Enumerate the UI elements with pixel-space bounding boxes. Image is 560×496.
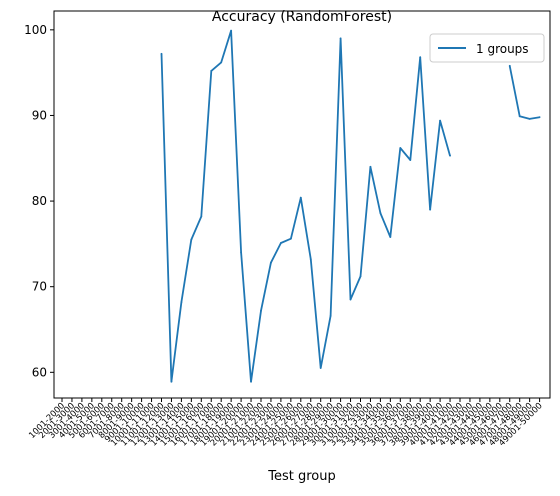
data-point: [200, 215, 203, 218]
data-point: [349, 298, 352, 301]
series-layer: [160, 29, 541, 383]
data-point: [399, 147, 402, 149]
x-axis: 1001-20002001-30003001-40004001-50005001…: [27, 398, 545, 449]
data-point: [240, 251, 243, 254]
data-point: [230, 29, 233, 32]
data-point: [449, 154, 451, 157]
data-point: [538, 116, 541, 119]
data-point: [329, 314, 332, 317]
legend-box: [429, 33, 545, 63]
data-point: [359, 275, 362, 278]
y-tick-label: 80: [32, 194, 47, 208]
data-point: [220, 61, 223, 64]
y-tick-label: 90: [32, 108, 47, 122]
x-axis-label: Test group: [267, 469, 336, 484]
data-point: [299, 196, 302, 199]
y-tick-label: 60: [32, 365, 47, 379]
data-point: [260, 309, 262, 312]
data-point: [439, 119, 441, 122]
y-tick-label: 100: [24, 23, 47, 37]
y-axis: 60 70 80 90 100: [24, 23, 54, 379]
legend-label: 1 groups: [476, 42, 529, 56]
data-point: [180, 301, 183, 304]
data-point: [289, 237, 292, 240]
data-point: [250, 380, 252, 383]
data-point: [518, 115, 521, 118]
plot-frame: [53, 10, 551, 399]
data-point: [409, 159, 412, 161]
y-tick-label: 70: [32, 280, 47, 294]
data-point: [280, 242, 282, 244]
data-point: [319, 367, 322, 369]
data-point: [508, 64, 511, 67]
chart-title: Accuracy (RandomForest): [212, 9, 392, 25]
data-point: [270, 261, 272, 264]
data-point: [210, 70, 213, 72]
data-point: [369, 165, 372, 168]
legend: 1 groups: [429, 33, 545, 63]
data-point: [379, 212, 382, 214]
data-point: [170, 380, 173, 383]
data-point: [389, 236, 392, 238]
data-point: [429, 208, 432, 211]
data-point: [419, 56, 422, 59]
data-point: [190, 238, 193, 241]
data-point: [528, 117, 531, 120]
data-point: [160, 52, 163, 55]
data-point: [309, 258, 312, 261]
data-point: [339, 37, 342, 40]
series-line-0: [160, 29, 540, 383]
